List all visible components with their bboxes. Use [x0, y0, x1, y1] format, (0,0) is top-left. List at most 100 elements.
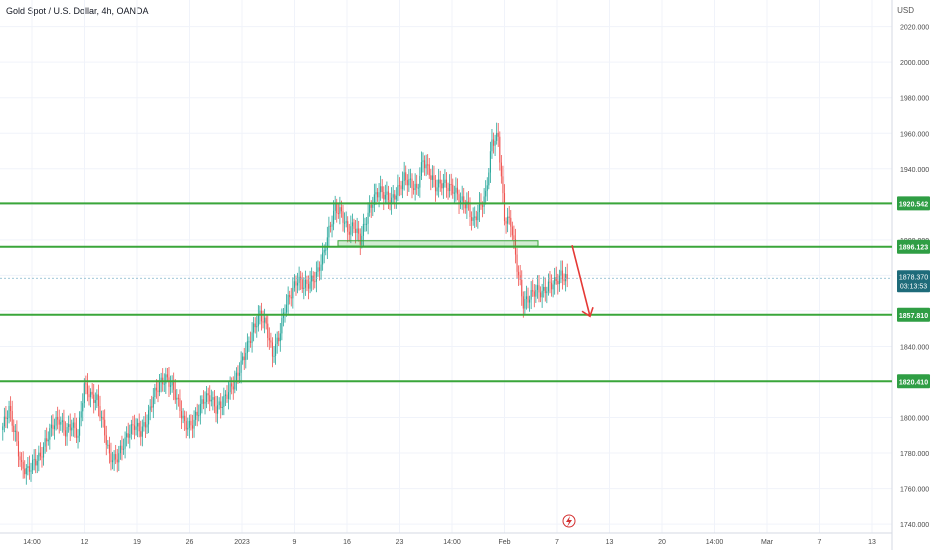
candle-body	[88, 394, 90, 398]
candle-body	[11, 411, 13, 426]
candle-body	[257, 314, 259, 327]
candle-body	[318, 267, 321, 271]
candle-body	[471, 217, 473, 221]
candle-body	[419, 176, 421, 188]
candle-body	[35, 459, 37, 466]
candle-body	[115, 454, 117, 460]
candle-body	[560, 270, 562, 276]
candle-body	[351, 222, 353, 227]
candle-body	[57, 416, 59, 420]
x-tick-label: 14:00	[706, 539, 724, 546]
price-level-label-bg	[897, 196, 930, 211]
currency-label: USD	[897, 6, 914, 15]
candle-body	[69, 424, 71, 431]
candle-body	[290, 297, 292, 299]
candle-body	[249, 341, 252, 343]
candle-body	[16, 430, 18, 442]
candle-body	[450, 184, 452, 186]
candle-body	[108, 444, 110, 454]
x-tick-label: 19	[133, 539, 141, 546]
candle-body	[505, 221, 507, 224]
candle-body	[513, 235, 515, 240]
candle-body	[381, 186, 383, 192]
candle-body	[405, 172, 407, 181]
candle-body	[184, 415, 186, 422]
candle-body	[364, 223, 366, 225]
candle-body	[485, 190, 487, 197]
candle-body	[267, 323, 269, 338]
candle-body	[328, 225, 330, 238]
candle-body	[475, 216, 477, 221]
candle-body	[248, 341, 250, 343]
x-tick-label: 16	[343, 539, 351, 546]
candle-body	[243, 356, 245, 360]
candle-body	[546, 291, 548, 294]
candle-body	[474, 216, 476, 218]
candle-body	[420, 162, 422, 177]
candle-body	[370, 204, 372, 208]
candle-body	[433, 175, 435, 180]
candle-body	[149, 406, 151, 411]
candle-body	[110, 453, 112, 463]
candle-body	[507, 216, 509, 224]
price-level-label: 1896.123	[899, 245, 928, 252]
candle-body	[392, 194, 394, 198]
candle-body	[322, 252, 324, 265]
candle-body	[171, 380, 173, 386]
candle-body	[82, 403, 84, 412]
candle-body	[231, 383, 233, 387]
x-tick-label: 26	[186, 539, 194, 546]
candle-body	[281, 317, 283, 334]
candle-body	[259, 310, 261, 315]
candle-body	[8, 405, 10, 419]
x-tick-label: 14:00	[23, 539, 41, 546]
candle-body	[339, 207, 341, 214]
candle-body	[532, 290, 534, 292]
candle-body	[212, 397, 214, 400]
candle-body	[395, 195, 397, 200]
candle-body	[549, 281, 551, 283]
candle-body	[144, 422, 147, 428]
candle-body	[367, 212, 369, 224]
candle-body	[447, 187, 449, 192]
candle-body	[287, 294, 289, 305]
candle-body	[444, 179, 446, 183]
candle-body	[3, 416, 5, 427]
current-price-label-bg	[897, 270, 930, 293]
candle-body	[408, 179, 410, 186]
countdown-label: 03:13:53	[900, 283, 927, 290]
candle-body	[68, 424, 70, 428]
candle-body	[309, 281, 311, 289]
candle-body	[215, 406, 217, 414]
projection-arrow	[571, 244, 591, 317]
candle-body	[389, 200, 391, 205]
candle-body	[469, 204, 471, 218]
candle-body	[456, 187, 459, 195]
candle-body	[314, 281, 316, 283]
candle-body	[196, 411, 198, 416]
candle-body	[32, 460, 34, 471]
candle-body	[488, 172, 490, 186]
candle-body	[72, 422, 74, 428]
candle-body	[406, 180, 408, 186]
candle-body	[99, 406, 101, 418]
y-tick-label: 1780.000	[900, 451, 929, 458]
candle-body	[503, 193, 506, 222]
candle-body	[384, 194, 386, 200]
candle-body	[75, 428, 78, 438]
candle-body	[180, 411, 183, 419]
candle-body	[554, 277, 556, 285]
candle-body	[41, 456, 43, 458]
candle-body	[42, 446, 45, 458]
candle-body	[342, 211, 344, 223]
candle-body	[176, 397, 178, 400]
x-tick-label: 13	[868, 539, 876, 546]
candle-body	[264, 317, 266, 323]
candle-body	[344, 222, 346, 224]
candle-body	[279, 333, 281, 342]
candle-body	[210, 399, 212, 402]
candle-body	[489, 151, 491, 173]
candle-body	[315, 271, 317, 282]
candle-body	[376, 192, 379, 198]
